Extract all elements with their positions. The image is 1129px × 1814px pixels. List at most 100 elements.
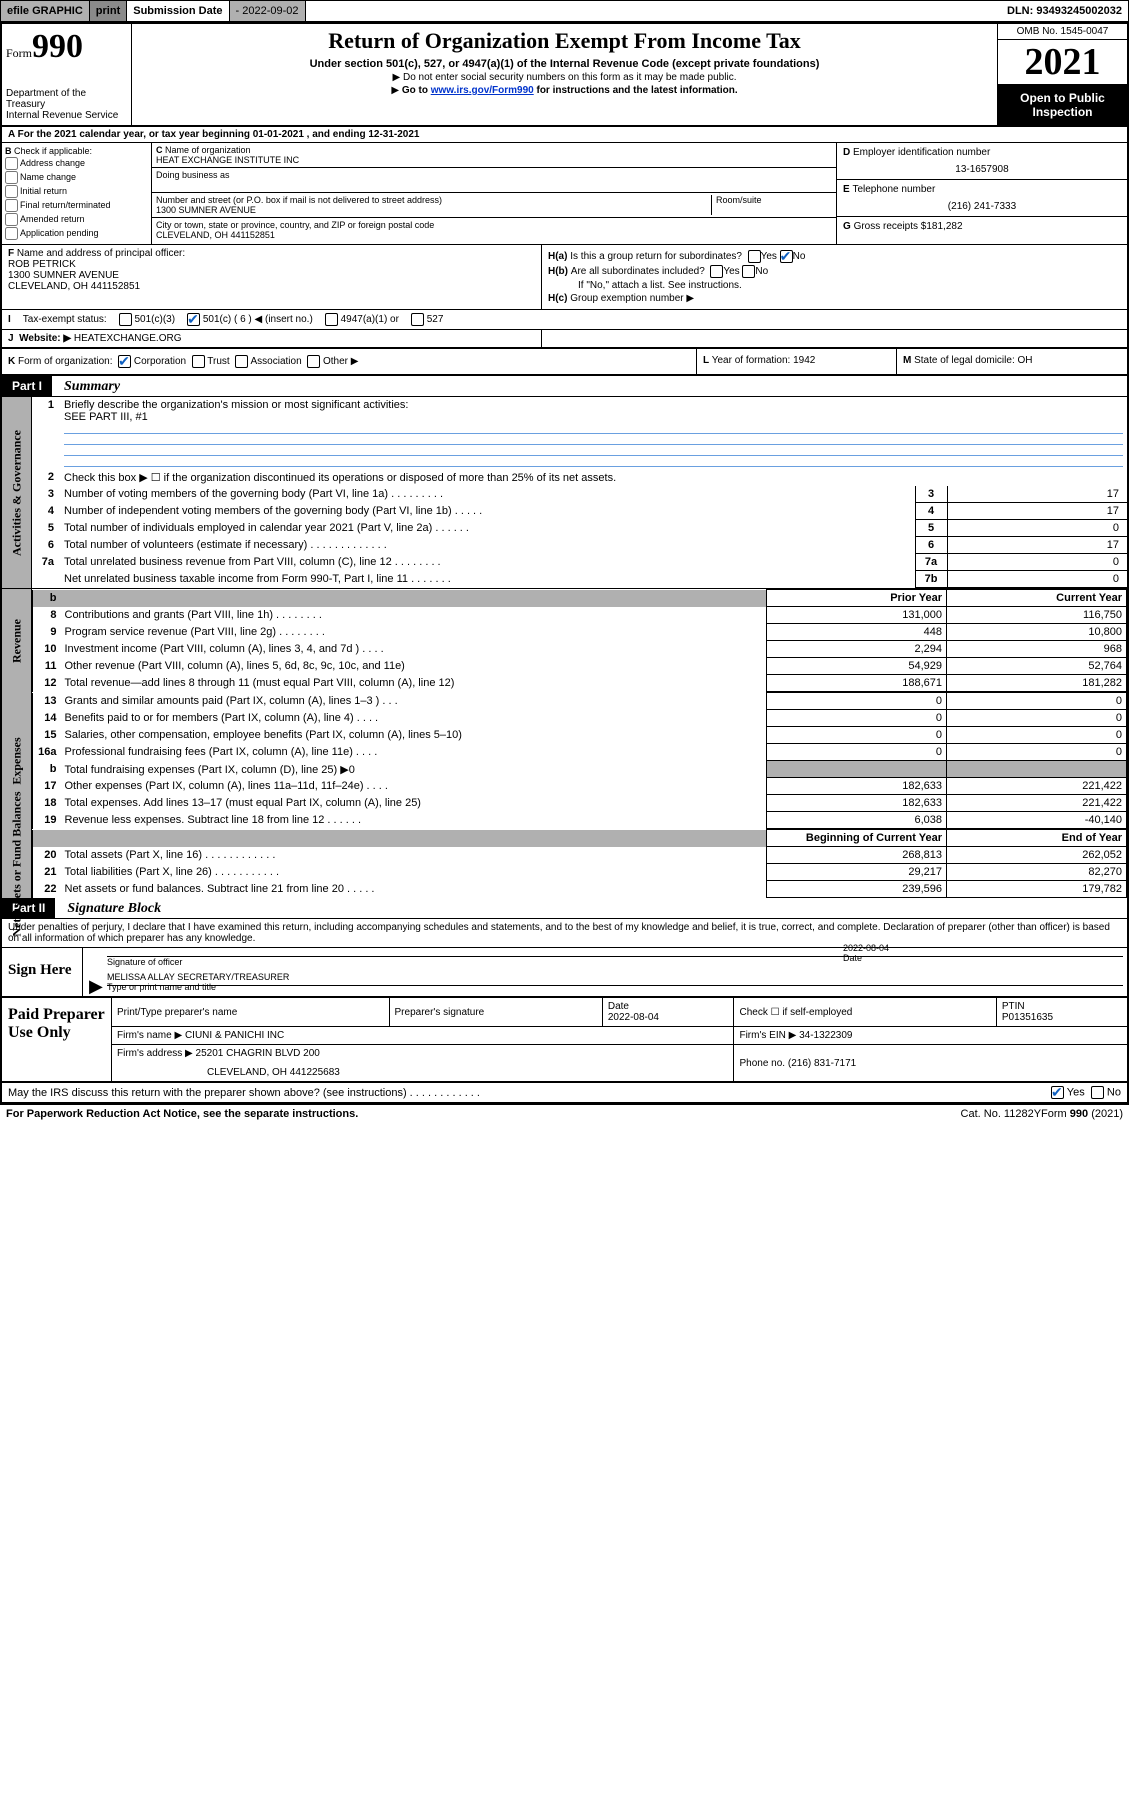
line-2-discontinued: Check this box ▶ ☐ if the organization d… bbox=[60, 469, 1127, 486]
irs-link[interactable]: www.irs.gov/Form990 bbox=[431, 85, 534, 96]
goto-post: for instructions and the latest informat… bbox=[534, 85, 738, 96]
efile-button[interactable]: efile GRAPHIC bbox=[1, 1, 90, 21]
row-a-tax-year: A For the 2021 calendar year, or tax yea… bbox=[2, 127, 1127, 143]
print-button[interactable]: print bbox=[90, 1, 127, 21]
rows-b-through-g: B Check if applicable: Address change Na… bbox=[2, 143, 1127, 245]
city-state-zip: CLEVELAND, OH 441152851 bbox=[156, 230, 275, 240]
street-address: 1300 SUMNER AVENUE bbox=[156, 205, 256, 215]
chk-501c3[interactable] bbox=[119, 313, 132, 326]
prior-year-hdr: Prior Year bbox=[767, 590, 947, 607]
chk-address-change[interactable]: Address change bbox=[5, 157, 148, 170]
officer-addr1: 1300 SUMNER AVENUE bbox=[8, 270, 119, 281]
ptin-value: P01351635 bbox=[1002, 1012, 1053, 1023]
chk-initial-return[interactable]: Initial return bbox=[5, 185, 148, 198]
form-990-footer: Form 990 (2021) bbox=[1041, 1108, 1123, 1120]
ein-value: 13-1657908 bbox=[843, 164, 1121, 175]
may-yes[interactable] bbox=[1051, 1086, 1064, 1099]
part1-header: Part ISummary bbox=[2, 376, 1127, 397]
chk-name-change[interactable]: Name change bbox=[5, 171, 148, 184]
form-word: Form bbox=[6, 46, 32, 60]
preparer-name-hdr: Print/Type preparer's name bbox=[112, 998, 389, 1027]
net-assets-section: Net Assets or Fund Balances Beginning of… bbox=[2, 829, 1127, 898]
firm-name: CIUNI & PANICHI INC bbox=[185, 1030, 284, 1041]
dba-label: Doing business as bbox=[156, 170, 230, 180]
may-discuss-row: May the IRS discuss this return with the… bbox=[2, 1083, 1127, 1103]
legal-domicile: OH bbox=[1018, 355, 1033, 366]
row-f-h: F Name and address of principal officer:… bbox=[2, 245, 1127, 310]
top-toolbar: efile GRAPHIC print Submission Date - 20… bbox=[0, 0, 1129, 22]
org-name: HEAT EXCHANGE INSTITUTE INC bbox=[156, 155, 299, 165]
goto-pre: Go to bbox=[402, 85, 431, 96]
firm-addr: 25201 CHAGRIN BLVD 200 bbox=[196, 1048, 320, 1059]
form-header: Form990 Department of the Treasury Inter… bbox=[2, 24, 1127, 127]
gross-receipts: 181,282 bbox=[926, 221, 962, 232]
chk-trust[interactable] bbox=[192, 355, 205, 368]
chk-other[interactable] bbox=[307, 355, 320, 368]
chk-527[interactable] bbox=[411, 313, 424, 326]
col-b-checkboxes: B Check if applicable: Address change Na… bbox=[2, 143, 152, 244]
activities-governance-section: Activities & Governance 1Briefly describ… bbox=[2, 397, 1127, 588]
submission-date-label: Submission Date bbox=[127, 1, 229, 21]
formation-year: 1942 bbox=[793, 355, 815, 366]
firm-phone: (216) 831-7171 bbox=[788, 1058, 856, 1069]
self-employed-chk[interactable]: Check ☐ if self-employed bbox=[734, 998, 996, 1027]
col-d-e-g: D Employer identification number13-16579… bbox=[837, 143, 1127, 244]
row-k-l-m: K Form of organization: Corporation Trus… bbox=[2, 349, 1127, 376]
officer-name: ROB PETRICK bbox=[8, 259, 76, 270]
chk-501c[interactable] bbox=[187, 313, 200, 326]
hb-yes[interactable] bbox=[710, 265, 723, 278]
may-no[interactable] bbox=[1091, 1086, 1104, 1099]
tax-year: 2021 bbox=[998, 40, 1127, 85]
form-subtitle-1: Under section 501(c), 527, or 4947(a)(1)… bbox=[136, 58, 993, 70]
revenue-section: Revenue bPrior YearCurrent Year8Contribu… bbox=[2, 588, 1127, 692]
paperwork-notice: For Paperwork Reduction Act Notice, see … bbox=[6, 1108, 761, 1120]
sig-name: MELISSA ALLAY SECRETARY/TREASURER bbox=[107, 972, 1123, 982]
header-right: OMB No. 1545-0047 2021 Open to Public In… bbox=[997, 24, 1127, 125]
form-subtitle-2: Do not enter social security numbers on … bbox=[136, 72, 993, 83]
paid-preparer-label: Paid Preparer Use Only bbox=[2, 998, 112, 1081]
chk-application-pending[interactable]: Application pending bbox=[5, 227, 148, 240]
hb-no[interactable] bbox=[742, 265, 755, 278]
open-to-public: Open to Public Inspection bbox=[998, 85, 1127, 125]
col-c-org-info: C Name of organizationHEAT EXCHANGE INST… bbox=[152, 143, 837, 244]
footer: For Paperwork Reduction Act Notice, see … bbox=[0, 1105, 1129, 1123]
hb-instructions: If "No," attach a list. See instructions… bbox=[548, 280, 1121, 291]
website-value: HEATEXCHANGE.ORG bbox=[74, 333, 182, 344]
officer-addr2: CLEVELAND, OH 441152851 bbox=[8, 281, 140, 292]
dln-value: DLN: 93493245002032 bbox=[1001, 1, 1128, 21]
sign-here-label: Sign Here bbox=[2, 948, 82, 996]
sig-date: 2022-08-04 bbox=[843, 943, 1123, 953]
part2-header: Part IISignature Block bbox=[2, 898, 1127, 919]
chk-corp[interactable] bbox=[118, 355, 131, 368]
sig-officer-label: Signature of officer bbox=[107, 957, 843, 967]
hc-group-exemption: Group exemption number ▶ bbox=[570, 293, 694, 304]
current-year-hdr: Current Year bbox=[947, 590, 1127, 607]
sign-here-block: Sign Here Signature of officer2022-08-04… bbox=[2, 948, 1127, 998]
form-number: 990 bbox=[32, 28, 83, 65]
firm-addr2: CLEVELAND, OH 441225683 bbox=[117, 1067, 728, 1078]
chk-final-return[interactable]: Final return/terminated bbox=[5, 199, 148, 212]
room-suite-label: Room/suite bbox=[716, 195, 762, 205]
paid-preparer-block: Paid Preparer Use Only Print/Type prepar… bbox=[2, 998, 1127, 1083]
omb-number: OMB No. 1545-0047 bbox=[998, 24, 1127, 40]
ha-yes[interactable] bbox=[748, 250, 761, 263]
mission-text: SEE PART III, #1 bbox=[64, 411, 148, 423]
ha-no[interactable] bbox=[780, 250, 793, 263]
chk-4947[interactable] bbox=[325, 313, 338, 326]
chk-amended-return[interactable]: Amended return bbox=[5, 213, 148, 226]
firm-ein: 34-1322309 bbox=[799, 1030, 852, 1041]
expenses-section: Expenses 13Grants and similar amounts pa… bbox=[2, 692, 1127, 829]
vlabel-net: Net Assets or Fund Balances bbox=[9, 791, 24, 936]
vlabel-exp: Expenses bbox=[9, 737, 24, 784]
eoy-hdr: End of Year bbox=[947, 830, 1127, 847]
form-title: Return of Organization Exempt From Incom… bbox=[136, 28, 993, 54]
preparer-date: 2022-08-04 bbox=[608, 1012, 659, 1023]
boy-hdr: Beginning of Current Year bbox=[767, 830, 947, 847]
dept-treasury: Department of the Treasury bbox=[6, 88, 127, 110]
telephone-value: (216) 241-7333 bbox=[843, 201, 1121, 212]
vlabel-ag: Activities & Governance bbox=[9, 430, 24, 556]
irs-label: Internal Revenue Service bbox=[6, 110, 127, 121]
chk-assoc[interactable] bbox=[235, 355, 248, 368]
row-j-website: J Website: ▶ HEATEXCHANGE.ORG bbox=[2, 330, 1127, 349]
submission-date-value: - 2022-09-02 bbox=[230, 1, 306, 21]
